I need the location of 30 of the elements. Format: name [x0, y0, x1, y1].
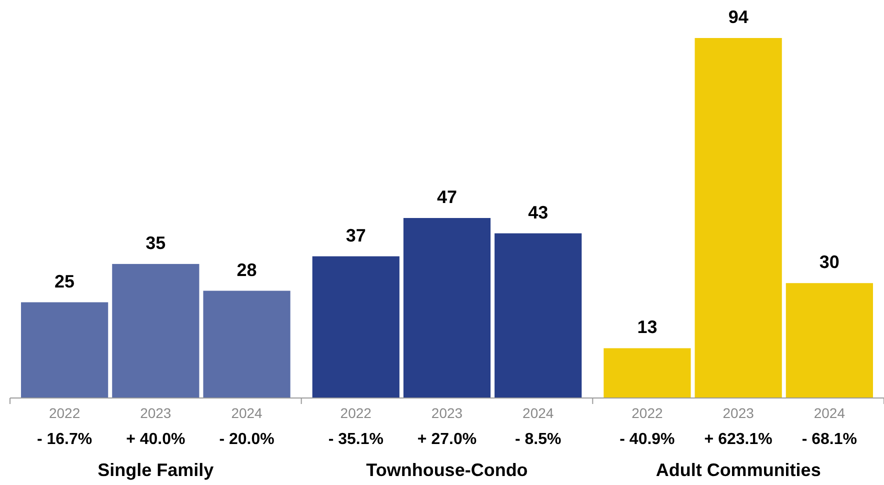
x-tick-label: 2022 — [340, 405, 372, 421]
data-label: 28 — [236, 260, 257, 280]
data-label: 43 — [528, 202, 548, 222]
data-label: 30 — [819, 252, 840, 272]
text: - 16.7% — [36, 431, 92, 448]
data-label: 13 — [637, 317, 658, 338]
data-label: 25 — [54, 271, 75, 292]
data-label: 37 — [346, 225, 366, 246]
text: - 20.0% — [219, 431, 274, 448]
x-tick-label: 2023 — [722, 405, 754, 421]
data-label: 47 — [436, 187, 458, 207]
data-label: 35 — [146, 232, 166, 253]
x-tick-label: 2024 — [231, 405, 263, 421]
text: + 623.1% — [704, 431, 772, 448]
text: + 40.0% — [126, 431, 186, 448]
x-tick-label: 2022 — [632, 405, 664, 421]
text: - 40.9% — [620, 431, 675, 448]
x-tick-label: 2022 — [48, 405, 80, 421]
text: - 8.5% — [514, 431, 562, 448]
x-tick-label: 2024 — [814, 405, 846, 421]
data-label: 94 — [728, 7, 748, 27]
text: Adult Communities — [656, 460, 821, 480]
text: + 27.0% — [417, 431, 477, 448]
text: - 35.1% — [328, 431, 384, 448]
x-tick-label: 2024 — [522, 405, 554, 421]
text: Townhouse-Condo — [366, 460, 528, 480]
text: - 68.1% — [802, 431, 858, 448]
x-tick-label: 2023 — [140, 405, 172, 421]
text: Single Family — [98, 460, 214, 480]
x-tick-label: 2023 — [431, 405, 463, 421]
